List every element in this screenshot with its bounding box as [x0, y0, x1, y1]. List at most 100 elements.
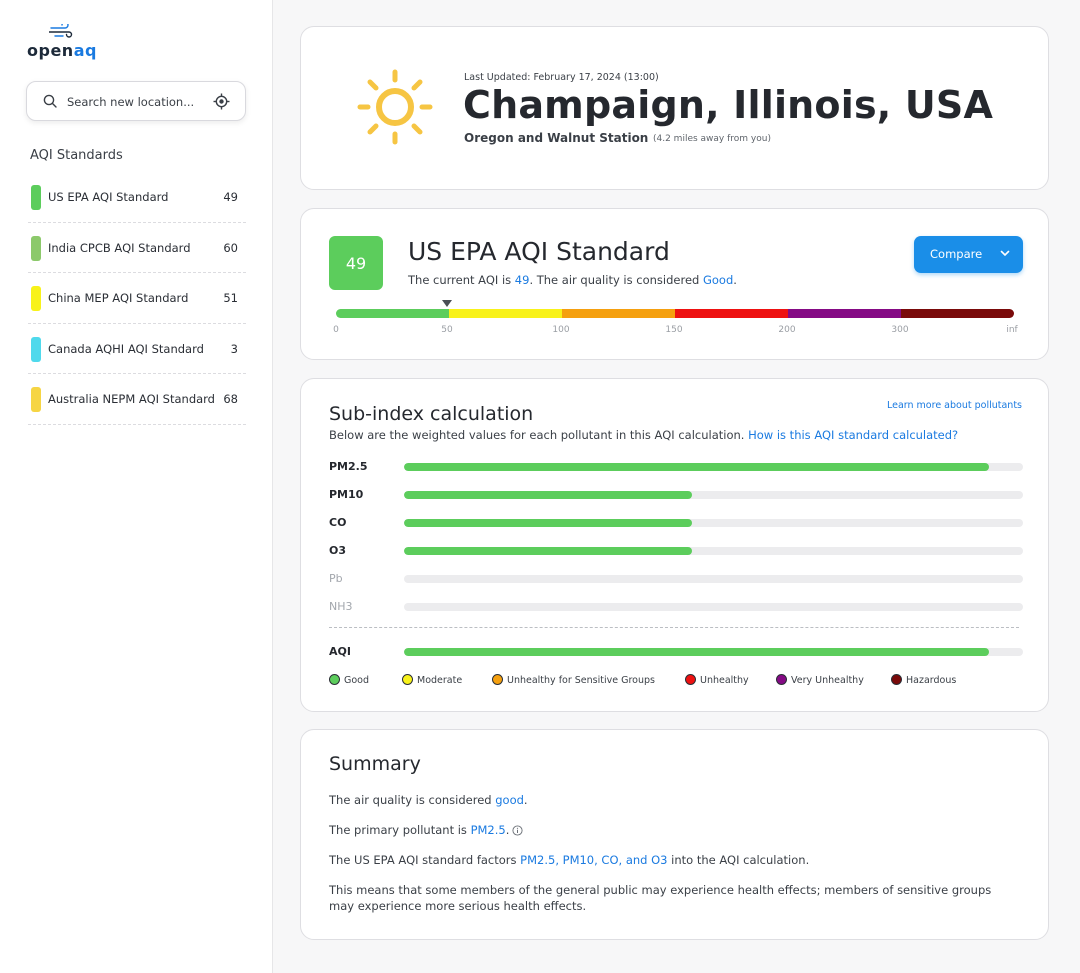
pollutant-name: Pb: [329, 572, 343, 585]
scale-segment-usg: [562, 309, 675, 318]
legend-dot: [776, 674, 787, 685]
standard-value: 51: [223, 291, 238, 305]
summary-card: Summary The air quality is considered go…: [300, 729, 1049, 940]
subindex-description: Below are the weighted values for each p…: [329, 428, 959, 442]
legend-item-unhealthy: Unhealthy: [685, 674, 749, 686]
standard-item-india-cpcb[interactable]: India CPCB AQI Standard 60: [28, 223, 246, 273]
logo-text: openaq: [27, 41, 97, 60]
pollutant-name: CO: [329, 516, 347, 529]
legend-dot: [891, 674, 902, 685]
pollutant-track: [404, 463, 1023, 471]
legend-item-moderate: Moderate: [402, 674, 462, 686]
standard-item-australia-nepm[interactable]: Australia NEPM AQI Standard 68: [28, 374, 246, 425]
scale-segment-unhealthy: [675, 309, 788, 318]
search-box: [26, 81, 246, 121]
pollutant-name: NH3: [329, 600, 353, 613]
summary-health-effects: This means that some members of the gene…: [329, 883, 992, 913]
standard-label: US EPA AQI Standard: [48, 190, 169, 204]
standard-item-china-mep[interactable]: China MEP AQI Standard 51: [28, 273, 246, 324]
standard-value: 68: [223, 392, 238, 406]
how-calculated-link[interactable]: How is this AQI standard calculated?: [748, 428, 959, 442]
legend-item-hazardous: Hazardous: [891, 674, 956, 686]
pollutant-fill: [404, 491, 692, 499]
summary-title: Summary: [329, 753, 421, 775]
aqi-scale-bar: [336, 309, 1014, 318]
standard-swatch: [31, 387, 41, 412]
station-distance: (4.2 miles away from you): [653, 134, 771, 144]
wind-icon: [49, 24, 73, 38]
openaq-logo[interactable]: openaq: [27, 24, 107, 64]
scale-segment-good: [336, 309, 449, 318]
pollutant-name: PM10: [329, 488, 364, 501]
pollutant-row-co: CO: [329, 516, 1023, 530]
pollutant-row-nh3: NH3: [329, 600, 1023, 614]
aqi-value-badge: 49: [329, 236, 383, 290]
city-title: Champaign, Illinois, USA: [463, 83, 994, 127]
legend-item-good: Good: [329, 674, 369, 686]
pollutant-name: PM2.5: [329, 460, 368, 473]
standard-item-us-epa[interactable]: US EPA AQI Standard 49: [28, 172, 246, 223]
aqi-description: The current AQI is 49. The air quality i…: [408, 273, 737, 287]
compare-label: Compare: [930, 247, 983, 261]
aqi-standards-heading: AQI Standards: [30, 148, 123, 163]
legend-dot: [685, 674, 696, 685]
sidebar: openaq AQI Standards US EPA AQI Standard…: [0, 0, 273, 973]
pollutant-name: O3: [329, 544, 347, 557]
info-icon[interactable]: [512, 825, 523, 836]
pollutant-factors-link[interactable]: PM2.5, PM10, CO, and O3: [520, 853, 668, 867]
summary-factors: The US EPA AQI standard factors PM2.5, P…: [329, 853, 810, 867]
primary-pollutant-link[interactable]: PM2.5: [470, 823, 506, 837]
standard-label: Australia NEPM AQI Standard: [48, 392, 215, 406]
subindex-divider: [329, 627, 1019, 628]
legend-item-usg: Unhealthy for Sensitive Groups: [492, 674, 655, 686]
aqi-category-link[interactable]: Good: [702, 273, 734, 287]
search-input[interactable]: [67, 91, 207, 113]
sun-icon: [357, 69, 433, 145]
aqi-standards-list: US EPA AQI Standard 49 India CPCB AQI St…: [28, 172, 246, 425]
scale-tick: 0: [333, 325, 339, 335]
pollutant-fill: [404, 519, 692, 527]
chevron-down-icon: [1000, 250, 1010, 256]
pollutant-row-pm10: PM10: [329, 488, 1023, 502]
subindex-card: Sub-index calculation Learn more about p…: [300, 378, 1049, 712]
standard-label: India CPCB AQI Standard: [48, 240, 191, 255]
aqi-total-track: [404, 648, 1023, 656]
pollutant-track: [404, 519, 1023, 527]
summary-primary-pollutant: The primary pollutant is PM2.5.: [329, 822, 1019, 838]
search-icon: [43, 94, 57, 108]
pollutant-row-pb: Pb: [329, 572, 1023, 586]
location-card: Last Updated: February 17, 2024 (13:00) …: [300, 26, 1049, 190]
compare-button[interactable]: Compare: [914, 236, 1023, 273]
aqi-value-link[interactable]: 49: [514, 273, 530, 287]
scale-segment-moderate: [449, 309, 562, 318]
pollutant-track: [404, 603, 1023, 611]
standard-swatch: [31, 286, 41, 311]
quality-link[interactable]: good: [495, 793, 524, 807]
standard-label: Canada AQHI AQI Standard: [48, 341, 204, 356]
aqi-total-fill: [404, 648, 989, 656]
pollutant-track: [404, 575, 1023, 583]
pollutant-fill: [404, 463, 989, 471]
scale-tick: 300: [891, 325, 909, 335]
last-updated: Last Updated: February 17, 2024 (13:00): [464, 72, 659, 83]
summary-quality: The air quality is considered good.: [329, 793, 528, 807]
legend-item-very-unhealthy: Very Unhealthy: [776, 674, 864, 686]
pollutant-row-pm25: PM2.5: [329, 460, 1023, 474]
learn-pollutants-link[interactable]: Learn more about pollutants: [886, 400, 1022, 411]
scale-segment-very-unhealthy: [788, 309, 901, 318]
pollutant-fill: [404, 547, 692, 555]
locate-icon[interactable]: [213, 93, 230, 110]
aqi-total-row: AQI: [329, 645, 1023, 659]
legend-dot: [402, 674, 413, 685]
scale-ticks: 0 50 100 150 200 300 inf: [301, 325, 1050, 337]
standard-value: 49: [223, 190, 238, 204]
legend-dot: [492, 674, 503, 685]
standard-swatch: [31, 336, 41, 362]
aqi-standard-card: 49 US EPA AQI Standard The current AQI i…: [300, 208, 1049, 360]
scale-tick: 200: [778, 325, 796, 335]
standard-value: 3: [230, 341, 238, 356]
pollutant-track: [404, 547, 1023, 555]
standard-item-canada-aqhi[interactable]: Canada AQHI AQI Standard 3: [28, 324, 246, 374]
standard-label: China MEP AQI Standard: [48, 291, 189, 305]
aqi-total-name: AQI: [329, 645, 351, 658]
